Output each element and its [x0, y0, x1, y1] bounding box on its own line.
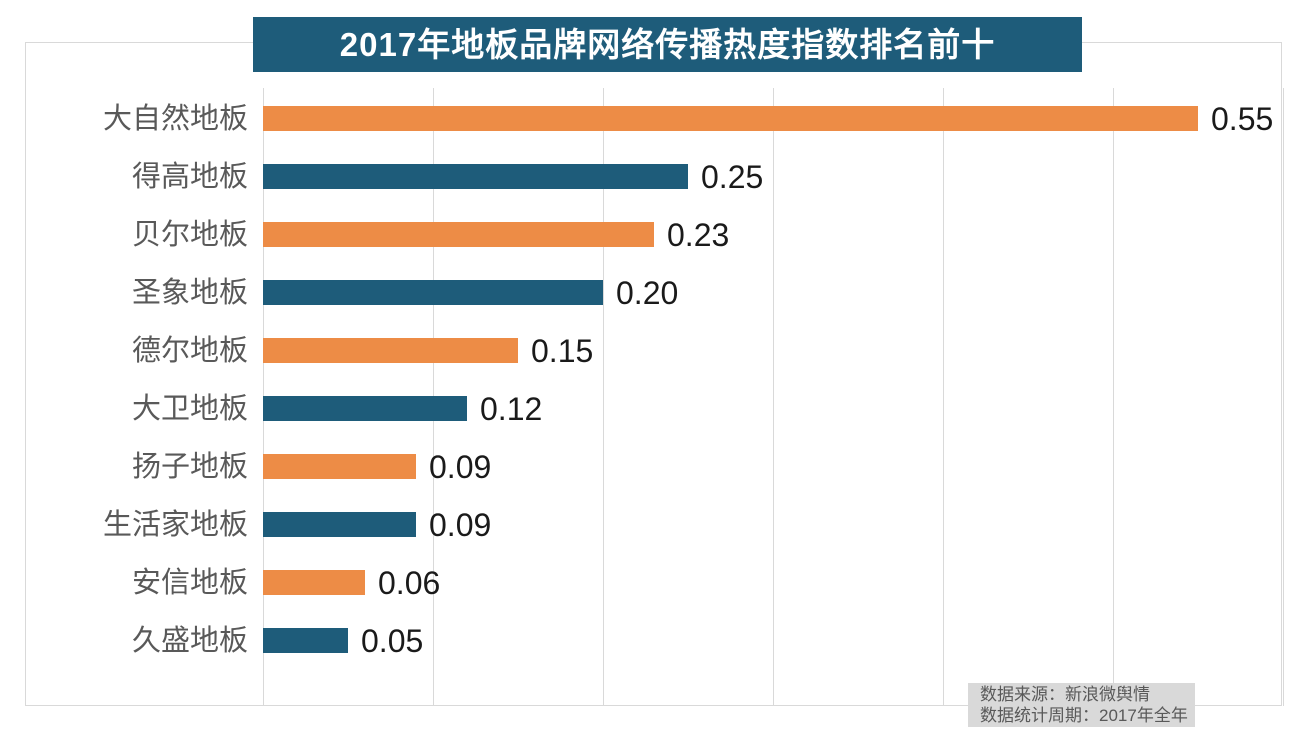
bar [263, 164, 688, 189]
bar [263, 280, 603, 305]
category-label: 安信地板 [131, 567, 248, 599]
value-label: 0.15 [531, 333, 594, 369]
category-label: 生活家地板 [102, 509, 248, 541]
category-label: 德尔地板 [131, 335, 248, 367]
value-label: 0.09 [429, 449, 492, 485]
value-label: 0.20 [616, 275, 679, 311]
source-line-1: 数据来源：新浪微舆情 [980, 685, 1150, 704]
value-label: 0.09 [429, 507, 492, 543]
bar [263, 396, 467, 421]
vertical-gridline [1283, 88, 1284, 706]
bar [263, 628, 348, 653]
bar [263, 106, 1198, 131]
category-label: 贝尔地板 [131, 219, 248, 251]
category-label: 圣象地板 [131, 277, 248, 309]
value-label: 0.25 [701, 159, 764, 195]
source-note: 数据来源：新浪微舆情 数据统计周期：2017年全年 [968, 683, 1195, 727]
value-label: 0.05 [361, 623, 424, 659]
bar [263, 454, 416, 479]
bar [263, 338, 518, 363]
category-label: 得高地板 [131, 161, 248, 193]
category-label: 大自然地板 [102, 103, 248, 135]
bar [263, 512, 416, 537]
value-label: 0.23 [667, 217, 730, 253]
vertical-gridline [1113, 88, 1114, 706]
chart-title: 2017年地板品牌网络传播热度指数排名前十 [253, 17, 1082, 72]
chart-frame [25, 42, 1282, 706]
source-line-2: 数据统计周期：2017年全年 [980, 706, 1188, 725]
value-label: 0.06 [378, 565, 441, 601]
vertical-gridline [603, 88, 604, 706]
value-label: 0.55 [1211, 101, 1274, 137]
category-label: 大卫地板 [131, 393, 248, 425]
category-label: 扬子地板 [131, 451, 248, 483]
bar [263, 222, 654, 247]
vertical-gridline [943, 88, 944, 706]
vertical-gridline [773, 88, 774, 706]
bar [263, 570, 365, 595]
value-label: 0.12 [480, 391, 543, 427]
category-label: 久盛地板 [131, 625, 248, 657]
